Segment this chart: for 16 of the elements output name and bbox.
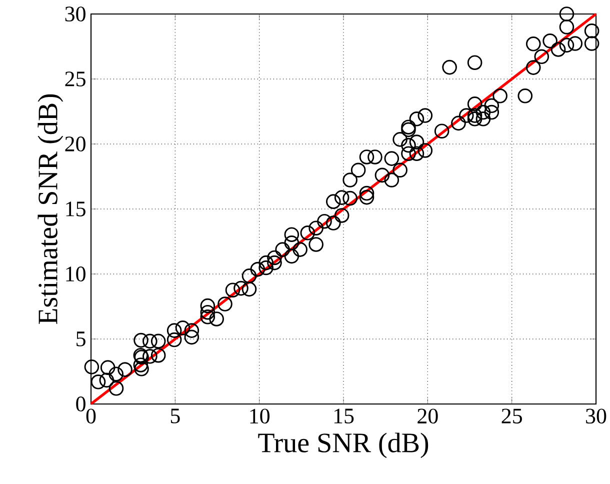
x-tick-label: 25: [502, 408, 522, 424]
y-axis-title: Estimated SNR (dB): [38, 94, 64, 324]
y-tick-label: 30: [65, 6, 86, 22]
y-tick-label: 25: [65, 72, 86, 86]
x-tick-label: 20: [418, 408, 438, 424]
y-tick-label: 5: [76, 332, 86, 346]
x-tick-label: 30: [586, 408, 606, 424]
x-axis-title: True SNR (dB): [258, 432, 428, 458]
x-tick-label: 15: [334, 408, 354, 424]
y-tick-label: 10: [66, 266, 86, 282]
x-tick-label: 10: [250, 408, 270, 424]
x-tick-label: 5: [170, 408, 180, 424]
y-tick-label: 20: [65, 136, 86, 152]
y-tick-label: 15: [66, 202, 86, 216]
x-tick-label: 0: [86, 408, 96, 424]
y-tick-label: 0: [76, 396, 86, 412]
